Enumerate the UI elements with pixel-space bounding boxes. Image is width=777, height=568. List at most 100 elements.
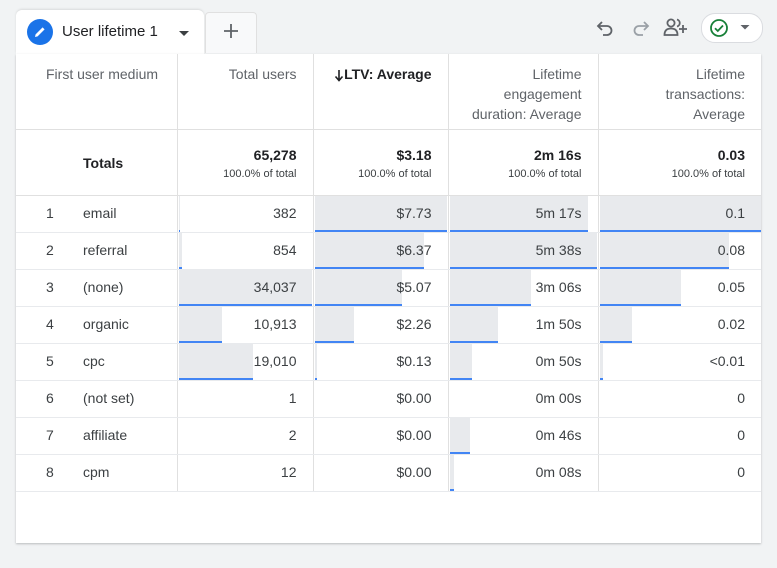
column-header-label-line: Lifetime — [695, 66, 745, 82]
metric-cell-transactions: 0.05 — [598, 269, 761, 307]
metric-value: 382 — [273, 205, 297, 221]
metric-bar-line — [314, 304, 402, 306]
column-header-dimension[interactable]: First user medium — [16, 54, 178, 130]
table-body: 1 email 382 $7.73 5m 17s 0.1 2 referral 854 $6.37… — [16, 195, 761, 492]
metric-bar — [449, 196, 588, 230]
share-users-icon[interactable] — [663, 14, 689, 40]
redo-icon[interactable] — [628, 14, 654, 40]
column-header-engagement[interactable]: Lifetime engagement duration: Average — [448, 54, 599, 130]
metric-value: 12 — [280, 464, 297, 480]
tab-user-lifetime[interactable]: User lifetime 1 — [16, 10, 204, 54]
totals-row: Totals 65,278 100.0% of total $3.18 100.… — [16, 129, 761, 196]
column-header-label-line: engagement — [503, 86, 582, 102]
metric-bar-line — [178, 230, 180, 232]
totals-label-cell: Totals — [16, 129, 178, 196]
dimension-cell: 5 cpc — [16, 343, 178, 381]
metric-bar-line — [314, 267, 424, 269]
row-medium: cpm — [83, 464, 110, 480]
row-medium: referral — [83, 242, 128, 258]
metric-value: 0m 00s — [535, 390, 582, 406]
metric-bar-line — [599, 304, 681, 306]
metric-cell-total-users: 10,913 — [177, 306, 314, 344]
metric-bar-line — [449, 489, 454, 491]
metric-cell-transactions: 0.1 — [598, 195, 761, 233]
column-header-label-line: Average — [693, 106, 745, 122]
metric-value: $7.73 — [396, 205, 432, 221]
totals-value: $3.18 — [396, 146, 432, 163]
table-row[interactable]: 1 email 382 $7.73 5m 17s 0.1 — [16, 195, 761, 233]
metric-bar-line — [449, 230, 588, 232]
metric-bar — [178, 196, 180, 230]
column-header-total-users[interactable]: Total users — [177, 54, 314, 130]
metric-value: 0 — [737, 464, 745, 480]
metric-cell-engagement: 0m 00s — [448, 380, 599, 418]
column-header-label-wrap: Lifetime engagement duration: Average — [449, 54, 598, 124]
check-circle-icon — [709, 18, 729, 43]
add-tab-button[interactable] — [205, 12, 257, 53]
metric-cell-ltv: $2.26 — [313, 306, 449, 344]
metric-bar — [314, 233, 424, 267]
metric-bar-line — [449, 267, 597, 269]
metric-bar-line — [599, 341, 632, 343]
metric-value: 19,010 — [253, 353, 297, 369]
column-header-ltv[interactable]: LTV: Average — [313, 54, 449, 130]
metric-value: $0.13 — [396, 353, 432, 369]
metric-bar-line — [314, 378, 317, 380]
caret-down-icon[interactable] — [176, 25, 192, 41]
data-table-card: First user medium Total users LTV: Avera… — [16, 54, 761, 543]
metric-bar — [178, 233, 182, 267]
dimension-cell: 4 organic — [16, 306, 178, 344]
row-rank: 7 — [46, 427, 54, 443]
metric-cell-total-users: 1 — [177, 380, 314, 418]
metric-bar — [178, 344, 253, 378]
metric-value: 3m 06s — [535, 279, 582, 295]
table-row[interactable]: 6 (not set) 1 $0.00 0m 00s 0 — [16, 380, 761, 418]
row-medium: (not set) — [83, 390, 135, 406]
metric-value: 5m 38s — [535, 242, 582, 258]
pencil-icon[interactable] — [27, 19, 53, 45]
metric-bar-line — [449, 304, 531, 306]
metric-bar-line — [599, 267, 729, 269]
metric-cell-ltv: $0.00 — [313, 417, 449, 455]
table-row[interactable]: 8 cpm 12 $0.00 0m 08s 0 — [16, 454, 761, 492]
metric-value: 0m 08s — [535, 464, 582, 480]
row-medium: organic — [83, 316, 129, 332]
column-header-transactions[interactable]: Lifetime transactions: Average — [598, 54, 761, 130]
undo-icon[interactable] — [592, 14, 618, 40]
column-header-label-wrap: LTV: Average — [314, 54, 448, 87]
metric-bar — [599, 233, 729, 267]
metric-cell-engagement: 3m 06s — [448, 269, 599, 307]
metric-bar — [449, 270, 531, 304]
table-row[interactable]: 3 (none) 34,037 $5.07 3m 06s 0.05 — [16, 269, 761, 307]
dimension-cell: 1 email — [16, 195, 178, 233]
totals-cell: 0.03 100.0% of total — [598, 129, 761, 196]
metric-cell-ltv: $7.73 — [313, 195, 449, 233]
metric-cell-engagement: 0m 08s — [448, 454, 599, 492]
totals-percent: 100.0% of total — [358, 167, 432, 180]
table-row[interactable]: 7 affiliate 2 $0.00 0m 46s 0 — [16, 417, 761, 455]
table-row[interactable]: 5 cpc 19,010 $0.13 0m 50s <0.01 — [16, 343, 761, 381]
metric-cell-total-users: 34,037 — [177, 269, 314, 307]
metric-value: 10,913 — [253, 316, 297, 332]
dimension-cell: 6 (not set) — [16, 380, 178, 418]
metric-cell-ltv: $0.00 — [313, 380, 449, 418]
data-table: First user medium Total users LTV: Avera… — [16, 54, 761, 492]
totals-value: 2m 16s — [534, 146, 582, 163]
metric-bar — [449, 307, 498, 341]
metric-value: 854 — [273, 242, 297, 258]
column-header-label: LTV: Average — [344, 66, 432, 82]
metric-cell-ltv: $0.13 — [313, 343, 449, 381]
table-row[interactable]: 2 referral 854 $6.37 5m 38s 0.08 — [16, 232, 761, 270]
dimension-cell: 8 cpm — [16, 454, 178, 492]
dimension-cell: 7 affiliate — [16, 417, 178, 455]
metric-cell-ltv: $0.00 — [313, 454, 449, 492]
status-menu-button[interactable] — [701, 13, 763, 43]
metric-cell-engagement: 5m 38s — [448, 232, 599, 270]
table-row[interactable]: 4 organic 10,913 $2.26 1m 50s 0.02 — [16, 306, 761, 344]
metric-cell-total-users: 382 — [177, 195, 314, 233]
row-medium: affiliate — [83, 427, 128, 443]
metric-cell-transactions: 0 — [598, 454, 761, 492]
metric-cell-transactions: 0.02 — [598, 306, 761, 344]
row-rank: 6 — [46, 390, 54, 406]
